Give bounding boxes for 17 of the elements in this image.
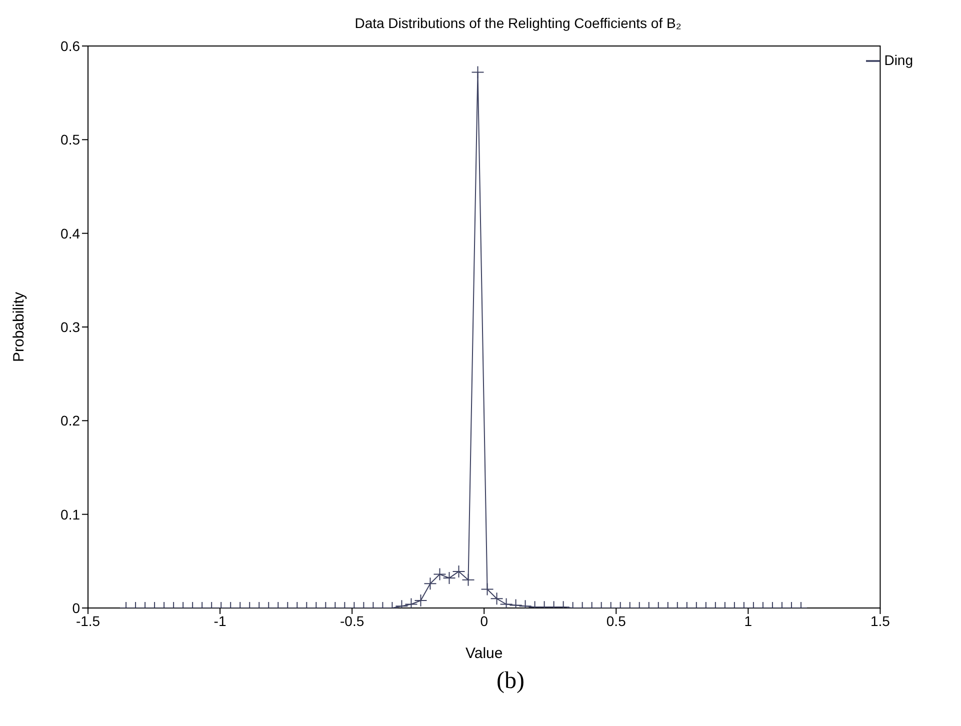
chart-title: Data Distributions of the Relighting Coefficients of B₂ bbox=[354, 15, 682, 31]
x-axis-title: Value bbox=[465, 645, 503, 662]
x-tick-label: 0.5 bbox=[606, 612, 626, 629]
legend-label: Ding bbox=[884, 52, 913, 68]
y-axis-title: Probability bbox=[10, 291, 28, 362]
text: (b) bbox=[496, 668, 526, 695]
x-tick-label: 1.5 bbox=[870, 612, 890, 629]
x-tick-label: 0 bbox=[480, 612, 488, 629]
y-tick-label: 0.2 bbox=[60, 412, 80, 429]
y-tick-label: 0.1 bbox=[60, 506, 80, 522]
x-tick-label: 1 bbox=[744, 612, 752, 629]
y-tick-label: 0.5 bbox=[60, 132, 80, 148]
y-tick-label: 0.6 bbox=[60, 38, 80, 54]
x-tick-label: -1 bbox=[214, 612, 226, 629]
y-tick-label: 0.4 bbox=[60, 225, 80, 242]
y-tick-label: 0.3 bbox=[60, 318, 80, 335]
x-tick-label: -0.5 bbox=[340, 612, 364, 629]
